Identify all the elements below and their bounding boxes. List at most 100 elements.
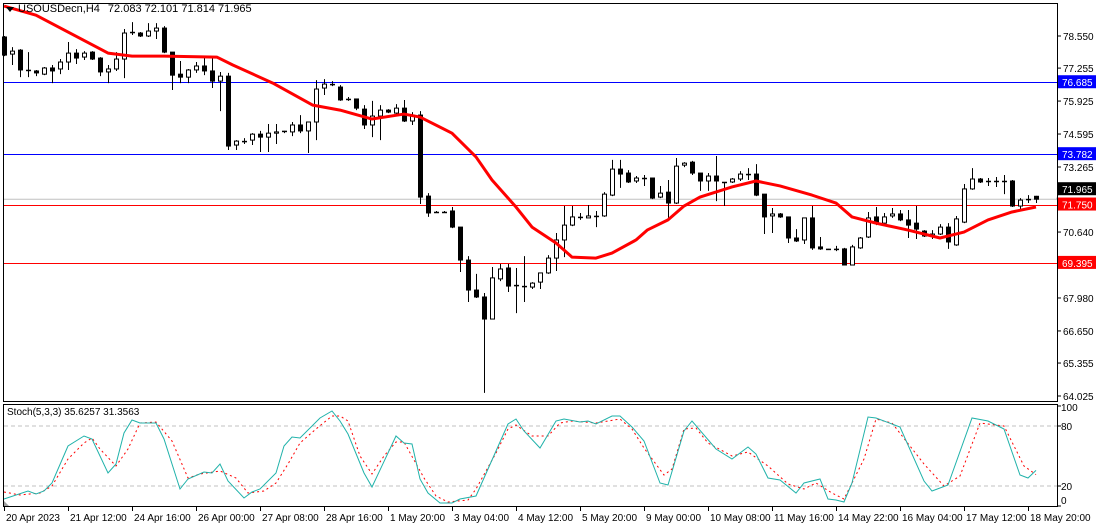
candle[interactable]	[138, 32, 143, 37]
candle[interactable]	[266, 123, 271, 152]
candle[interactable]	[506, 264, 511, 293]
candle[interactable]	[786, 216, 791, 243]
candle[interactable]	[2, 36, 7, 57]
candle[interactable]	[90, 51, 95, 61]
dropdown-triangle-icon[interactable]	[6, 6, 14, 12]
candle[interactable]	[426, 193, 431, 217]
candle[interactable]	[242, 138, 247, 145]
candle[interactable]	[210, 56, 215, 89]
candle[interactable]	[330, 81, 335, 87]
candle[interactable]	[642, 175, 647, 186]
candle[interactable]	[650, 177, 655, 200]
candle[interactable]	[730, 178, 735, 183]
candle[interactable]	[170, 51, 175, 91]
candle[interactable]	[338, 85, 343, 101]
candle[interactable]	[66, 41, 71, 70]
candle[interactable]	[298, 115, 303, 134]
candle[interactable]	[714, 155, 719, 202]
candle[interactable]	[690, 160, 695, 176]
candle[interactable]	[226, 72, 231, 151]
candle[interactable]	[802, 217, 807, 244]
candle[interactable]	[978, 178, 983, 183]
candle[interactable]	[674, 157, 679, 205]
candle[interactable]	[458, 226, 463, 272]
candle[interactable]	[858, 237, 863, 249]
candle[interactable]	[50, 64, 55, 84]
candle[interactable]	[866, 211, 871, 238]
candle[interactable]	[290, 122, 295, 137]
candle[interactable]	[74, 49, 79, 65]
candle[interactable]	[234, 140, 239, 151]
candle[interactable]	[602, 192, 607, 217]
candle[interactable]	[850, 244, 855, 266]
candle[interactable]	[618, 159, 623, 188]
candle[interactable]	[34, 69, 39, 77]
candle[interactable]	[154, 23, 159, 39]
candle[interactable]	[818, 237, 823, 250]
candle[interactable]	[466, 256, 471, 302]
candle[interactable]	[842, 247, 847, 266]
candle[interactable]	[474, 273, 479, 298]
candle[interactable]	[906, 209, 911, 238]
candle[interactable]	[626, 170, 631, 183]
candle[interactable]	[738, 171, 743, 181]
candle[interactable]	[594, 210, 599, 228]
candle[interactable]	[666, 180, 671, 218]
candle[interactable]	[1026, 195, 1031, 204]
candle[interactable]	[98, 57, 103, 77]
candle[interactable]	[1002, 175, 1007, 195]
candle[interactable]	[26, 52, 31, 78]
candle[interactable]	[514, 267, 519, 314]
candle[interactable]	[186, 68, 191, 84]
candle[interactable]	[402, 99, 407, 123]
candle[interactable]	[770, 208, 775, 234]
candle[interactable]	[322, 79, 327, 95]
candle[interactable]	[18, 49, 23, 78]
candle[interactable]	[386, 109, 391, 114]
candle[interactable]	[418, 111, 423, 205]
candle[interactable]	[442, 210, 447, 214]
candle[interactable]	[658, 185, 663, 199]
candle[interactable]	[202, 56, 207, 76]
candle[interactable]	[498, 264, 503, 282]
candle[interactable]	[282, 130, 287, 134]
candle[interactable]	[794, 229, 799, 242]
candle[interactable]	[106, 64, 111, 84]
candle[interactable]	[554, 233, 559, 271]
candle[interactable]	[346, 96, 351, 101]
candle[interactable]	[610, 159, 615, 197]
candle[interactable]	[378, 105, 383, 141]
candle[interactable]	[490, 266, 495, 320]
candle[interactable]	[634, 176, 639, 183]
candle[interactable]	[986, 178, 991, 186]
candle[interactable]	[530, 282, 535, 290]
candle[interactable]	[522, 256, 527, 302]
candle[interactable]	[762, 193, 767, 235]
candle[interactable]	[162, 26, 167, 54]
candle[interactable]	[810, 206, 815, 250]
candle[interactable]	[962, 183, 967, 224]
candle[interactable]	[682, 162, 687, 168]
candle[interactable]	[994, 177, 999, 187]
candle[interactable]	[274, 123, 279, 145]
candle[interactable]	[970, 168, 975, 190]
candle[interactable]	[1034, 195, 1039, 203]
candle[interactable]	[746, 168, 751, 180]
candle[interactable]	[250, 133, 255, 146]
candle[interactable]	[82, 51, 87, 61]
candle[interactable]	[146, 23, 151, 37]
candle[interactable]	[778, 212, 783, 218]
candle[interactable]	[954, 215, 959, 246]
candle[interactable]	[194, 62, 199, 73]
candle[interactable]	[706, 173, 711, 191]
candle[interactable]	[882, 212, 887, 226]
candle[interactable]	[570, 206, 575, 227]
candle[interactable]	[826, 248, 831, 251]
candle[interactable]	[938, 224, 943, 236]
candle[interactable]	[354, 98, 359, 111]
candle[interactable]	[394, 104, 399, 115]
candle[interactable]	[698, 172, 703, 191]
candle[interactable]	[450, 207, 455, 229]
candle[interactable]	[42, 66, 47, 76]
